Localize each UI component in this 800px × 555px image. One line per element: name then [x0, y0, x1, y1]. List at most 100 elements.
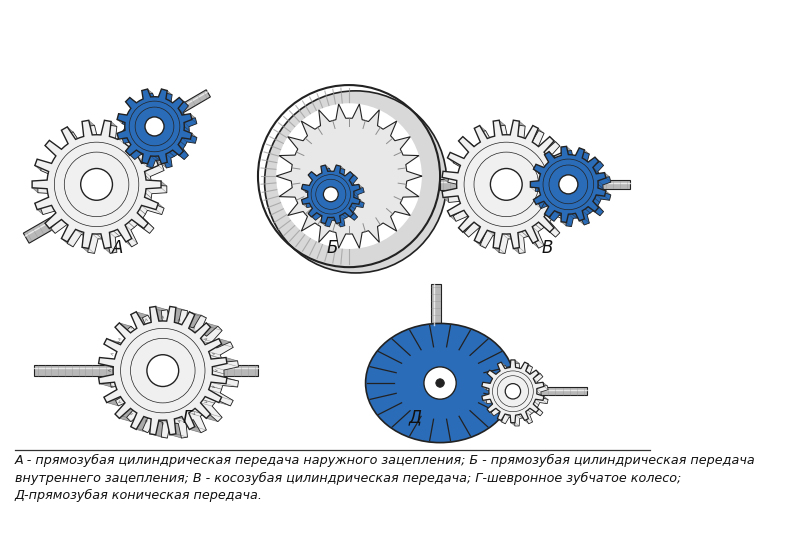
Circle shape — [265, 91, 446, 273]
Polygon shape — [147, 418, 162, 422]
Polygon shape — [331, 171, 338, 175]
Polygon shape — [463, 222, 480, 237]
Polygon shape — [522, 137, 531, 144]
Polygon shape — [572, 214, 577, 218]
Polygon shape — [48, 193, 54, 202]
Polygon shape — [104, 397, 118, 406]
Polygon shape — [534, 404, 543, 412]
Polygon shape — [566, 147, 574, 159]
Polygon shape — [534, 195, 546, 204]
Polygon shape — [538, 177, 544, 185]
Polygon shape — [136, 100, 145, 107]
Polygon shape — [110, 137, 119, 143]
Polygon shape — [534, 402, 538, 405]
Polygon shape — [129, 219, 138, 228]
Polygon shape — [544, 214, 552, 221]
Circle shape — [276, 103, 422, 249]
Polygon shape — [549, 210, 568, 221]
Polygon shape — [572, 155, 581, 160]
Polygon shape — [491, 136, 501, 142]
Polygon shape — [180, 138, 187, 145]
Polygon shape — [302, 184, 307, 192]
Polygon shape — [561, 213, 566, 226]
Polygon shape — [458, 228, 469, 237]
Polygon shape — [342, 214, 346, 218]
Polygon shape — [464, 155, 472, 163]
Polygon shape — [125, 127, 130, 130]
Polygon shape — [206, 323, 222, 330]
Polygon shape — [122, 93, 197, 168]
Polygon shape — [302, 189, 312, 195]
Polygon shape — [534, 379, 538, 384]
Polygon shape — [510, 120, 519, 140]
Polygon shape — [166, 99, 174, 105]
Polygon shape — [546, 165, 551, 169]
Polygon shape — [127, 112, 134, 119]
Polygon shape — [561, 222, 571, 226]
Polygon shape — [447, 158, 466, 170]
Polygon shape — [82, 233, 90, 253]
Polygon shape — [556, 180, 562, 189]
Polygon shape — [354, 191, 358, 198]
Polygon shape — [582, 209, 590, 215]
Polygon shape — [75, 229, 86, 236]
Polygon shape — [450, 153, 470, 163]
Polygon shape — [106, 397, 132, 406]
Polygon shape — [126, 151, 134, 159]
Polygon shape — [543, 382, 548, 390]
Polygon shape — [82, 120, 94, 127]
Polygon shape — [466, 214, 472, 219]
Polygon shape — [110, 122, 117, 142]
Polygon shape — [205, 397, 230, 406]
Polygon shape — [457, 184, 462, 189]
Polygon shape — [331, 171, 335, 174]
Polygon shape — [447, 211, 456, 221]
Polygon shape — [276, 104, 422, 248]
Polygon shape — [302, 200, 307, 208]
Polygon shape — [132, 140, 150, 154]
Polygon shape — [558, 212, 562, 216]
Circle shape — [86, 174, 118, 205]
Polygon shape — [510, 360, 519, 363]
Polygon shape — [147, 89, 155, 101]
Polygon shape — [490, 370, 500, 377]
Polygon shape — [211, 382, 238, 387]
Polygon shape — [575, 213, 584, 225]
Polygon shape — [562, 153, 571, 163]
Polygon shape — [489, 388, 493, 395]
Polygon shape — [145, 171, 151, 181]
Polygon shape — [466, 155, 472, 160]
Polygon shape — [526, 125, 538, 144]
Polygon shape — [211, 357, 238, 362]
Polygon shape — [457, 180, 462, 189]
Polygon shape — [538, 222, 555, 237]
Polygon shape — [210, 355, 222, 359]
Polygon shape — [140, 152, 145, 157]
Polygon shape — [537, 386, 548, 392]
Polygon shape — [334, 218, 340, 227]
Polygon shape — [38, 125, 167, 254]
Polygon shape — [351, 183, 356, 189]
Polygon shape — [45, 213, 62, 228]
Polygon shape — [501, 414, 509, 424]
Polygon shape — [139, 209, 146, 214]
Polygon shape — [118, 138, 132, 143]
Polygon shape — [114, 382, 127, 389]
Polygon shape — [117, 119, 130, 127]
Polygon shape — [605, 173, 611, 182]
Polygon shape — [349, 180, 355, 186]
Polygon shape — [145, 197, 164, 208]
Polygon shape — [340, 166, 345, 176]
Polygon shape — [136, 150, 145, 157]
Polygon shape — [146, 180, 167, 186]
Polygon shape — [521, 362, 529, 372]
Polygon shape — [158, 89, 166, 101]
Polygon shape — [201, 339, 214, 345]
Polygon shape — [317, 213, 323, 218]
Polygon shape — [115, 327, 137, 342]
Polygon shape — [174, 322, 190, 327]
Polygon shape — [593, 201, 603, 211]
Polygon shape — [510, 423, 519, 426]
Polygon shape — [528, 410, 532, 413]
Polygon shape — [539, 191, 544, 196]
